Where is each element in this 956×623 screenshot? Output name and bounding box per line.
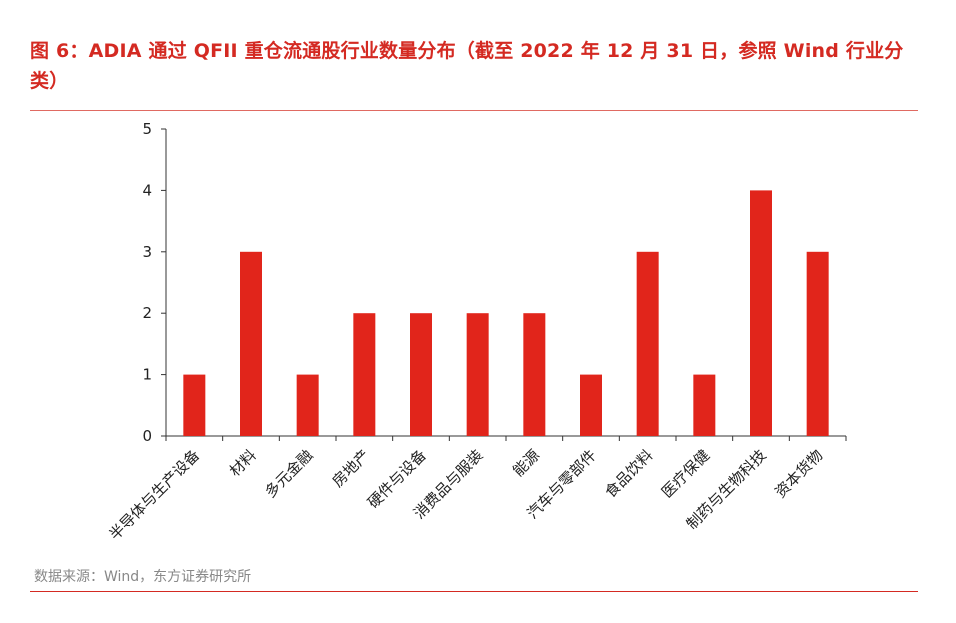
- bar: [240, 251, 262, 436]
- y-tick-label: 3: [142, 243, 152, 261]
- x-tick-label: 能源: [509, 446, 543, 480]
- chart-title: 图 6：ADIA 通过 QFII 重仓流通股行业数量分布（截至 2022 年 1…: [30, 40, 904, 92]
- bar: [183, 374, 206, 436]
- y-tick-label: 0: [142, 427, 152, 445]
- x-tick-label: 资本货物: [771, 446, 826, 501]
- x-tick-label: 食品饮料: [601, 446, 656, 501]
- bar: [296, 374, 319, 436]
- source-note: 数据来源：Wind，东方证券研究所: [34, 569, 252, 585]
- bar: [580, 374, 602, 436]
- y-axis: 0 1 2 3 4 5: [142, 120, 167, 445]
- x-tick-label: 材料: [226, 446, 260, 480]
- x-tick-label: 房地产: [329, 446, 374, 491]
- x-tick-label: 半导体与生产设备: [106, 446, 204, 544]
- x-tick-label: 医疗保健: [658, 446, 713, 501]
- bar: [466, 313, 489, 436]
- bar: [523, 313, 546, 436]
- title-divider: [30, 110, 918, 111]
- bar: [693, 374, 716, 436]
- bar: [806, 251, 829, 436]
- bar: [636, 251, 659, 436]
- y-tick-label: 4: [142, 181, 152, 199]
- bar: [750, 190, 772, 436]
- y-tick-label: 2: [142, 304, 152, 322]
- x-axis: [165, 435, 847, 441]
- bar-series: [183, 190, 829, 436]
- footer-divider: [30, 591, 918, 592]
- bar: [353, 313, 376, 436]
- bar: [410, 313, 432, 436]
- y-tick-label: 1: [142, 366, 152, 384]
- x-tick-label: 多元金融: [261, 446, 316, 501]
- y-tick-label: 5: [142, 120, 152, 138]
